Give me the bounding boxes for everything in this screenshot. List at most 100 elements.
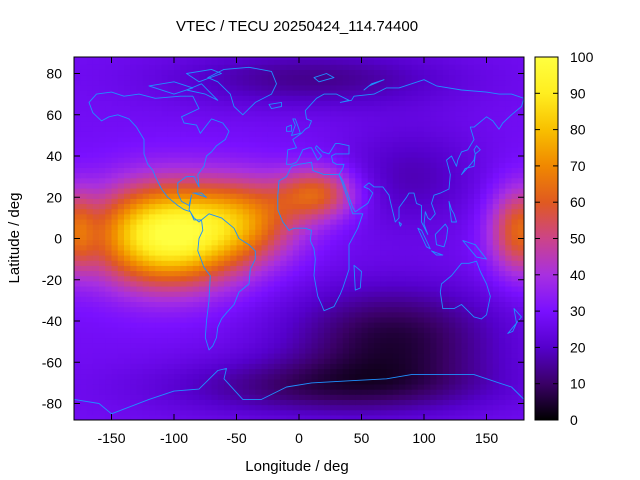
heat-cell [130, 363, 138, 370]
heat-cell [124, 229, 131, 235]
heat-cell [255, 389, 263, 395]
heat-cell [492, 213, 500, 220]
heat-cell [324, 301, 331, 308]
heat-cell [286, 218, 294, 225]
heat-cell [155, 126, 163, 132]
heat-cell [449, 90, 456, 96]
heat-cell [349, 316, 356, 323]
heat-cell [374, 193, 381, 199]
heat-cell [111, 203, 119, 210]
heat-cell [274, 316, 281, 323]
heat-cell [467, 110, 475, 117]
heat-cell [517, 208, 524, 215]
heat-cell [80, 167, 88, 174]
heat-cell [261, 95, 269, 101]
heat-cell [142, 363, 150, 370]
heat-cell [449, 352, 456, 359]
heat-cell [486, 322, 494, 328]
heat-cell [467, 157, 475, 163]
heat-cell [430, 110, 438, 117]
heat-cell [74, 105, 81, 112]
heat-cell [455, 332, 463, 339]
heat-cell [305, 383, 313, 390]
heat-cell [217, 363, 225, 370]
heat-cell [74, 399, 81, 406]
heat-cell [324, 208, 331, 215]
heat-cell [199, 126, 206, 132]
heat-cell [399, 115, 406, 122]
heat-cell [155, 110, 163, 117]
heat-cell [161, 131, 169, 138]
heat-cell [380, 368, 388, 375]
heat-cell [224, 414, 231, 420]
heat-cell [274, 239, 281, 246]
heat-cell [474, 131, 481, 138]
heat-cell [367, 74, 375, 81]
heat-cell [180, 136, 188, 143]
heat-cell [374, 332, 381, 339]
heat-cell [249, 270, 256, 277]
heat-cell [374, 69, 381, 76]
heat-cell [199, 64, 206, 70]
heat-cell [442, 394, 450, 400]
heat-cell [511, 229, 519, 235]
heat-cell [186, 347, 194, 354]
heat-cell [230, 352, 238, 359]
heat-cell [492, 162, 500, 168]
heat-cell [480, 187, 488, 194]
heat-cell [230, 255, 238, 261]
heat-cell [449, 234, 456, 241]
heat-cell [167, 95, 175, 101]
heat-cell [167, 193, 175, 199]
heat-cell [361, 126, 369, 132]
heat-cell [92, 383, 100, 390]
heat-cell [424, 337, 431, 344]
heat-cell [124, 409, 131, 416]
heat-cell [361, 224, 369, 230]
heat-cell [124, 177, 131, 184]
heat-cell [180, 59, 188, 65]
heat-cell [280, 208, 288, 215]
heat-cell [442, 337, 450, 344]
heat-cell [267, 100, 275, 107]
heat-cell [186, 136, 194, 143]
heat-cell [136, 136, 144, 143]
heat-cell [505, 193, 513, 199]
heat-cell [349, 239, 356, 246]
heat-cell [467, 296, 475, 303]
heat-cell [299, 110, 306, 117]
heat-cell [149, 157, 156, 163]
heat-cell [486, 265, 494, 272]
heat-cell [461, 90, 469, 96]
heat-cell [336, 383, 344, 390]
heat-cell [124, 270, 131, 277]
heat-cell [411, 162, 419, 168]
heat-cell [324, 141, 331, 148]
heat-cell [205, 110, 213, 117]
heat-cell [230, 316, 238, 323]
heat-cell [199, 332, 206, 339]
heat-cell [130, 146, 138, 153]
heat-cell [142, 69, 150, 76]
heat-cell [199, 120, 206, 127]
heat-cell [492, 311, 500, 318]
heat-cell [161, 285, 169, 292]
heat-cell [199, 352, 206, 359]
heat-cell [130, 265, 138, 272]
heat-cell [167, 378, 175, 385]
heat-cell [74, 296, 81, 303]
heat-cell [336, 306, 344, 313]
heat-cell [186, 172, 194, 179]
heat-cell [217, 347, 225, 354]
heat-cell [105, 244, 113, 251]
heat-cell [486, 275, 494, 282]
heat-cell [492, 270, 500, 277]
heat-cell [155, 327, 163, 333]
heat-cell [280, 296, 288, 303]
heat-cell [311, 337, 319, 344]
heat-cell [205, 249, 213, 256]
heat-cell [199, 291, 206, 297]
heat-cell [180, 100, 188, 107]
heat-cell [392, 162, 400, 168]
heat-cell [136, 234, 144, 241]
